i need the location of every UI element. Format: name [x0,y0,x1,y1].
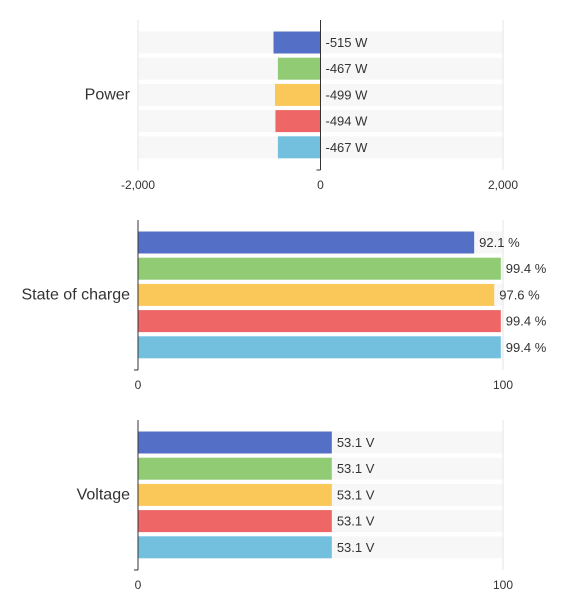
bar [138,257,501,280]
value-label: 53.1 V [337,461,375,476]
value-label: 53.1 V [337,487,375,502]
value-label: 92.1 % [479,235,520,250]
category-label: Power [85,86,131,103]
value-label: 99.4 % [506,314,547,329]
bar [138,483,332,506]
value-label: -494 W [326,114,369,129]
bar [138,431,332,454]
value-label: 53.1 V [337,514,375,529]
value-label: -515 W [326,35,369,50]
bar [138,536,332,559]
tick-label: 2,000 [488,178,518,192]
value-label: 53.1 V [337,540,375,555]
tick-label: 0 [317,178,324,192]
bar [138,231,475,254]
bar [275,110,321,133]
tick-label: 100 [493,378,513,392]
value-label: -467 W [326,140,369,155]
category-label: State of charge [21,286,130,303]
bar [138,336,501,359]
tick-label: 0 [135,378,142,392]
bar [274,83,321,106]
bar [273,31,321,54]
tick-label: 100 [493,578,513,592]
bar [138,457,332,480]
bar [277,136,321,159]
value-label: 99.4 % [506,340,547,355]
value-label: -499 W [326,87,369,102]
bar [138,310,501,333]
bar [138,510,332,533]
value-label: 97.6 % [499,287,540,302]
tick-label: -2,000 [121,178,155,192]
value-label: -467 W [326,61,369,76]
bar [277,57,321,80]
category-label: Voltage [77,486,130,503]
value-label: 53.1 V [337,435,375,450]
bar [138,283,495,306]
value-label: 99.4 % [506,261,547,276]
tick-label: 0 [135,578,142,592]
